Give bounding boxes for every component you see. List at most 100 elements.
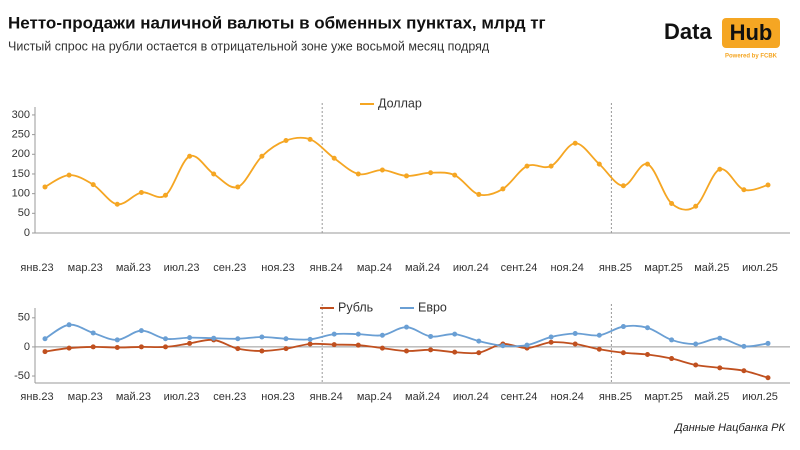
data-point [331, 342, 337, 348]
data-point [404, 173, 409, 179]
x-tick-label: май.24 [405, 391, 440, 403]
data-point [259, 348, 265, 354]
data-point [596, 346, 602, 352]
data-point [66, 322, 72, 328]
data-point [669, 200, 675, 206]
data-point [620, 183, 626, 189]
data-point [163, 344, 168, 350]
data-point [66, 345, 72, 351]
data-point [163, 336, 168, 342]
x-tick-label: март.25 [644, 391, 683, 403]
data-point [717, 365, 723, 371]
data-point [211, 171, 217, 177]
data-point [645, 161, 650, 167]
x-tick-label: сент.24 [501, 262, 538, 274]
x-tick-label: май.23 [116, 391, 151, 403]
data-point [283, 346, 289, 352]
x-tick-label: июл.25 [742, 391, 778, 403]
data-point [476, 338, 482, 344]
logo-box [722, 18, 780, 48]
y-tick-label: 250 [12, 129, 30, 141]
data-point [187, 335, 193, 341]
source-note: Данные Нацбанка РК [673, 422, 786, 434]
data-point [355, 331, 361, 337]
data-point [331, 331, 337, 337]
data-point [428, 170, 434, 176]
data-point [355, 342, 361, 348]
data-point [259, 334, 265, 340]
data-point [235, 184, 241, 190]
y-tick-label: 50 [18, 312, 30, 324]
data-point [138, 328, 144, 334]
data-point [524, 163, 530, 169]
data-point [404, 324, 409, 330]
x-tick-label: мар.24 [357, 391, 392, 403]
data-point [235, 346, 241, 352]
data-point [741, 343, 747, 349]
data-point [572, 331, 578, 337]
data-point [379, 345, 385, 351]
data-point [693, 341, 699, 347]
y-tick-label: 0 [24, 227, 30, 239]
data-point [428, 333, 434, 339]
data-point [66, 172, 72, 178]
data-point [90, 330, 96, 336]
data-point [114, 345, 120, 350]
x-tick-label: май.25 [694, 262, 729, 274]
x-tick-label: янв.25 [599, 391, 632, 403]
data-point [138, 344, 144, 350]
data-point [500, 343, 506, 349]
data-point [187, 153, 193, 159]
data-point [596, 161, 602, 167]
x-tick-label: янв.24 [310, 391, 343, 403]
logo-text: Data [664, 19, 712, 44]
data-point [163, 192, 168, 198]
data-point [548, 339, 554, 345]
data-point [187, 340, 193, 346]
data-point [645, 325, 650, 331]
data-point [307, 341, 313, 347]
x-tick-label: янв.23 [20, 391, 53, 403]
x-tick-label: сен.23 [213, 391, 246, 403]
data-point [645, 351, 650, 357]
data-point [717, 335, 723, 341]
data-point [572, 341, 578, 347]
data-point [283, 138, 289, 144]
x-tick-label: июл.23 [164, 262, 200, 274]
x-tick-label: ноя.23 [261, 391, 294, 403]
data-point [307, 336, 313, 342]
data-point [114, 201, 120, 207]
data-point [765, 375, 771, 381]
x-tick-label: ноя.23 [261, 262, 294, 274]
data-point [452, 331, 458, 337]
data-point [596, 332, 602, 338]
data-point [620, 324, 626, 330]
data-point [717, 166, 723, 172]
data-point [452, 172, 458, 178]
chart-title: Нетто-продажи наличной валюты в обменных… [8, 13, 546, 32]
data-point [428, 347, 434, 353]
x-tick-label: июл.23 [164, 391, 200, 403]
legend-label: Евро [418, 300, 447, 314]
data-point [307, 136, 313, 142]
data-point [42, 336, 48, 342]
y-tick-label: 300 [12, 109, 30, 121]
data-point [669, 356, 675, 362]
x-tick-label: мар.24 [357, 262, 392, 274]
x-tick-label: янв.25 [599, 262, 632, 274]
x-tick-label: янв.24 [310, 262, 343, 274]
x-tick-label: мар.23 [68, 262, 103, 274]
data-point [548, 334, 554, 340]
y-tick-label: 50 [18, 207, 30, 219]
data-point [741, 368, 747, 374]
x-tick-label: март.25 [644, 262, 683, 274]
data-point [741, 187, 747, 193]
data-point [379, 167, 385, 173]
data-point [693, 362, 699, 368]
y-tick-label: 200 [12, 148, 30, 160]
x-tick-label: сен.23 [213, 262, 246, 274]
data-point [765, 340, 771, 346]
x-tick-label: ноя.24 [550, 262, 583, 274]
x-tick-label: май.23 [116, 262, 151, 274]
data-point [452, 349, 458, 355]
